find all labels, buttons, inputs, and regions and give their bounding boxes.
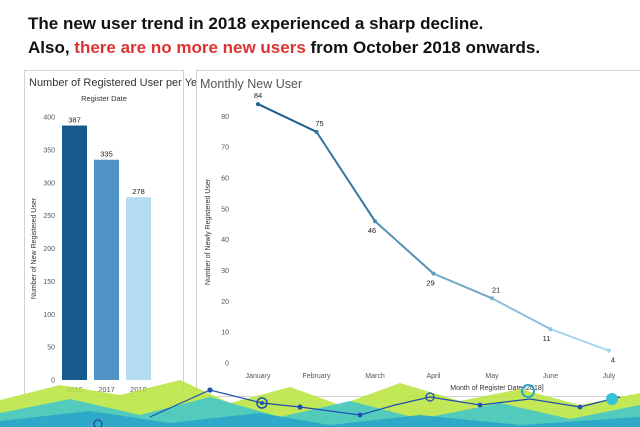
data-point-July [607, 348, 611, 353]
y-tick-label: 250 [43, 213, 55, 220]
y-tick-label: 200 [43, 246, 55, 253]
x-tick-label: April [426, 373, 440, 380]
y-tick-label: 70 [221, 145, 229, 152]
line-segment [315, 130, 376, 223]
yearly-chart-title: Number of Registered User per Year [29, 77, 207, 89]
headline-highlight: there are no more new users [74, 38, 306, 57]
data-point-label: 84 [254, 91, 262, 100]
x-axis-top-label: Register Date [81, 94, 127, 103]
data-point-January [256, 102, 260, 107]
x-tick-label: March [365, 373, 385, 380]
x-axis-label: Month of Register Date [2018] [450, 385, 543, 392]
yearly-bar-chart: Register Date Number of New Registered Us… [31, 94, 151, 394]
line-segment [257, 103, 318, 133]
line-segment [432, 272, 493, 300]
data-point-label: 29 [426, 279, 434, 288]
x-tick-label: January [246, 373, 271, 380]
data-point-April [431, 271, 436, 276]
y-axis-label: Number of Newly Registered User [205, 178, 212, 285]
monthly-line-chart: Number of Newly Registered User 0 10 20 30 40… [205, 91, 616, 392]
data-point-May [490, 296, 494, 301]
headline-line-1: The new user trend in 2018 experienced a… [28, 14, 484, 33]
data-point-label: 4 [611, 356, 615, 365]
data-point-label: 11 [543, 334, 551, 343]
bar-value-label: 335 [100, 150, 113, 159]
x-tick-label: July [603, 373, 616, 380]
x-tick-label: 2018 [130, 385, 147, 394]
data-point-June [548, 327, 553, 332]
y-tick-label: 350 [43, 147, 55, 154]
y-tick-label: 20 [221, 299, 229, 306]
y-tick-label: 400 [43, 115, 55, 122]
y-tick-label: 0 [51, 378, 55, 385]
y-tick-label: 50 [47, 345, 55, 352]
y-tick-label: 150 [43, 279, 55, 286]
y-tick-label: 10 [221, 330, 229, 337]
data-point-label: 46 [368, 226, 376, 235]
x-tick-label: 2017 [98, 385, 115, 394]
data-point-March [373, 219, 377, 224]
x-tick-label: May [485, 373, 499, 380]
headline-line-2: Also, there are no more new users from O… [28, 36, 628, 60]
data-point-February [314, 129, 319, 134]
y-tick-label: 0 [225, 361, 229, 368]
y-tick-label: 50 [221, 206, 229, 213]
line-segment [491, 297, 552, 331]
monthly-users-panel: Monthly New User Number of Newly Registe… [196, 70, 640, 397]
x-tick-label: June [543, 373, 558, 380]
y-tick-label: 300 [43, 180, 55, 187]
bar-value-label: 278 [132, 187, 145, 196]
headline-line-2-prefix: Also, [28, 38, 75, 57]
y-tick-label: 80 [221, 114, 229, 121]
data-point-label: 21 [492, 285, 500, 294]
y-axis-label: Number of New Registered User [31, 197, 38, 299]
y-tick-label: 40 [221, 237, 229, 244]
line-segment [549, 328, 610, 352]
headline: The new user trend in 2018 experienced a… [28, 12, 628, 60]
monthly-chart-title: Monthly New User [200, 77, 303, 91]
bar-2018 [126, 197, 151, 380]
y-tick-label: 100 [43, 312, 55, 319]
headline-line-2-suffix: from October 2018 onwards. [305, 38, 541, 57]
bar-2016 [62, 125, 87, 380]
y-tick-label: 60 [221, 176, 229, 183]
y-tick-label: 30 [221, 268, 229, 275]
yearly-users-panel: Number of Registered User per Year Regis… [24, 70, 207, 397]
bar-value-label: 387 [68, 116, 81, 125]
bar-2017 [94, 159, 119, 380]
data-point-label: 75 [315, 119, 323, 128]
decorative-footer-graphic [0, 380, 640, 427]
x-tick-label: February [302, 373, 331, 380]
line-segment [374, 220, 435, 275]
